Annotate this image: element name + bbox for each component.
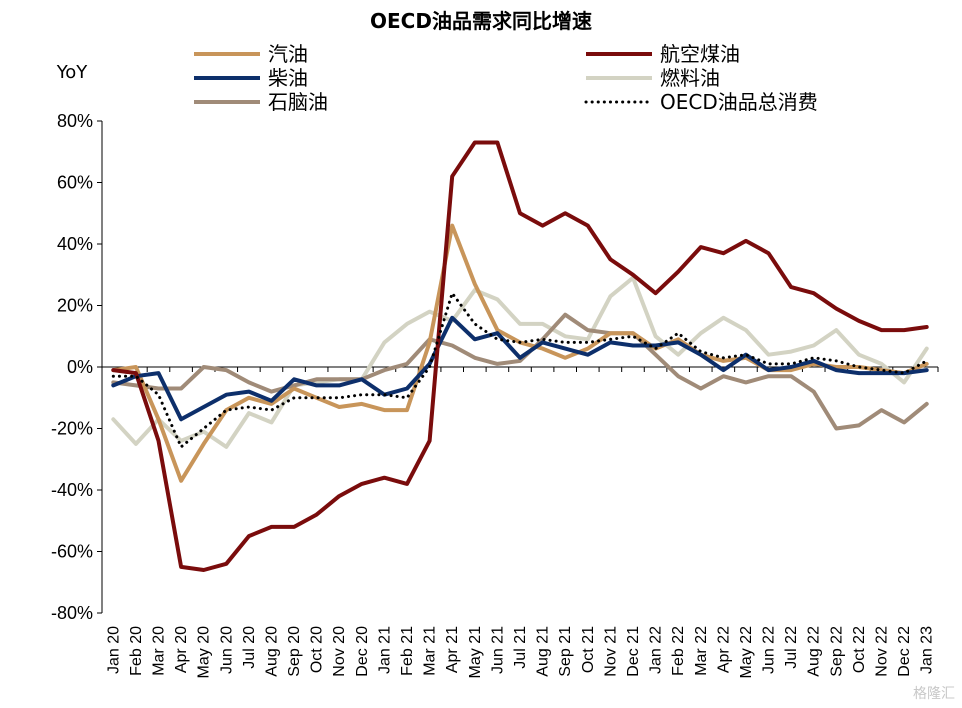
x-tick-label: Jul 21 [512, 626, 529, 669]
x-tick-label: Mar 20 [150, 626, 167, 676]
x-tick-label: Mar 21 [422, 626, 439, 676]
x-tick-label: Jan 22 [648, 626, 665, 674]
x-tick-label: Oct 20 [309, 626, 326, 673]
x-tick-label: Sep 22 [828, 626, 845, 677]
x-tick-label: Mar 22 [693, 626, 710, 676]
y-tick-label: 20% [57, 296, 93, 316]
x-tick-label: Sep 20 [286, 626, 303, 677]
x-tick-label: Jan 20 [105, 626, 122, 674]
series-line-2 [111, 315, 929, 422]
y-tick-label: -80% [51, 603, 93, 623]
chart-title: OECD油品需求同比增速 [370, 9, 592, 33]
x-axis: Jan 20 Feb 20 Mar 20 Apr 20 May 20 Jun 20 Jul … [101, 366, 939, 679]
legend-label: 航空煤油 [660, 42, 740, 66]
watermark: 格隆汇 [913, 686, 955, 702]
series-line-5 [111, 291, 929, 449]
x-tick-label: Oct 21 [580, 626, 597, 673]
x-tick-label: Feb 21 [399, 626, 416, 676]
series-line-3 [111, 275, 929, 449]
series-line-0 [111, 223, 929, 483]
y-axis: 80% 60% 40% 20% 0% -20% -40% -60% -80% [51, 111, 103, 623]
x-tick-label: Jun 21 [489, 626, 506, 674]
x-tick-label: Nov 20 [331, 626, 348, 677]
y-tick-label: -20% [51, 419, 93, 439]
x-tick-label: Feb 22 [670, 626, 687, 676]
y-axis-label: YoY [56, 62, 89, 83]
x-tick-label: Nov 22 [874, 626, 891, 677]
x-tick-label: Jul 20 [241, 626, 258, 669]
x-tick-label: Aug 22 [806, 626, 823, 677]
x-tick-label: May 22 [738, 626, 755, 679]
y-tick-label: -60% [51, 542, 93, 562]
x-tick-label: Jul 22 [783, 626, 800, 669]
x-tick-label: Dec 21 [625, 626, 642, 677]
y-tick-label: -40% [51, 480, 93, 500]
series-lines [111, 140, 929, 572]
x-tick-label: Jun 20 [218, 626, 235, 674]
x-tick-label: Dec 22 [896, 626, 913, 677]
y-tick-label: 80% [57, 111, 93, 131]
x-tick-label: Apr 20 [173, 626, 190, 673]
series-line-4 [111, 312, 929, 431]
x-tick-label: Dec 20 [354, 626, 371, 677]
legend-label: 汽油 [268, 42, 308, 66]
y-tick-label: 40% [57, 234, 93, 254]
legend-label: OECD油品总消费 [660, 90, 818, 114]
x-tick-label: Apr 22 [715, 626, 732, 673]
x-tick-label: Jan 23 [919, 626, 936, 674]
x-tick-label: May 21 [467, 626, 484, 679]
y-tick-label: 0% [67, 357, 93, 377]
x-tick-label: Sep 21 [557, 626, 574, 677]
legend-label: 石脑油 [268, 90, 328, 114]
x-tick-label: Feb 20 [128, 626, 145, 676]
series-line-1 [111, 140, 929, 572]
legend-label: 柴油 [268, 66, 308, 90]
legend-label: 燃料油 [660, 66, 720, 90]
x-tick-label: Jan 21 [376, 626, 393, 674]
x-tick-label: May 20 [196, 626, 213, 679]
x-tick-label: Apr 21 [444, 626, 461, 673]
x-tick-label: Nov 21 [602, 626, 619, 677]
x-tick-label: Aug 21 [535, 626, 552, 677]
x-tick-label: Oct 22 [851, 626, 868, 673]
x-tick-label: Aug 20 [263, 626, 280, 677]
y-tick-label: 60% [57, 173, 93, 193]
x-tick-label: Jun 22 [761, 626, 778, 674]
